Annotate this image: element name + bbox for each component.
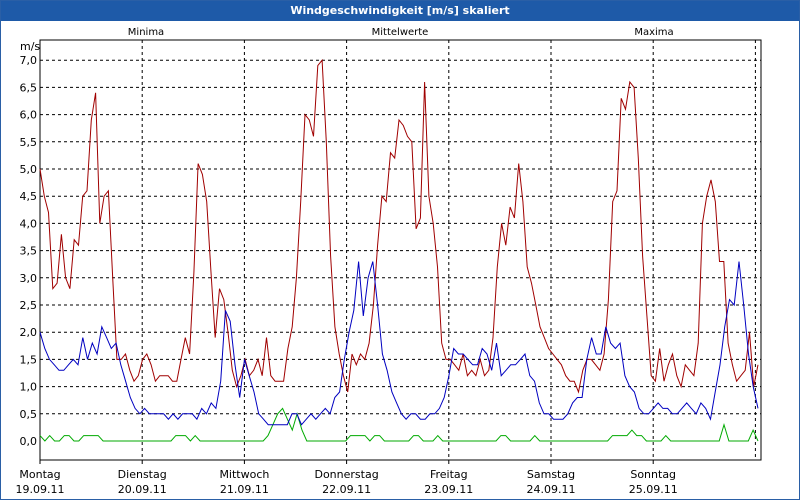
y-tick-label: 1,0 <box>20 381 38 394</box>
x-date-label: 22.09.11 <box>322 483 371 496</box>
x-date-label: 21.09.11 <box>220 483 269 496</box>
y-unit-label: m/s <box>20 40 40 53</box>
x-day-label: Donnerstag <box>314 468 378 481</box>
x-day-label: Sonntag <box>630 468 676 481</box>
series-line-maxima <box>39 58 759 394</box>
y-tick-label: 2,0 <box>20 326 38 339</box>
x-date-label: 20.09.11 <box>118 483 167 496</box>
x-date-label: 23.09.11 <box>424 483 473 496</box>
y-tick-label: 3,5 <box>20 245 38 258</box>
series-line-minima <box>39 407 759 442</box>
y-tick-label: 0,5 <box>20 408 38 421</box>
legend: Minima Mittelwerte Maxima <box>128 27 674 38</box>
y-tick-label: 4,5 <box>20 190 38 203</box>
y-tick-label: 6,0 <box>20 109 38 122</box>
x-axis-day-labels: Montag 19.09.11 Dienstag 20.09.11 Mittwoch 21… <box>16 468 678 496</box>
window-title: Windgeschwindigkeit [m/s] skaliert <box>1 1 799 21</box>
x-day-label: Mittwoch <box>219 468 269 481</box>
data-series <box>39 58 759 442</box>
x-day-label: Dienstag <box>118 468 167 481</box>
y-tick-label: 3,0 <box>20 272 38 285</box>
legend-mittelwerte: Mittelwerte <box>372 27 429 38</box>
grid <box>39 40 761 464</box>
y-tick-label: 6,5 <box>20 81 38 94</box>
series-line-mittelwerte <box>39 261 759 426</box>
y-axis-ticks: 0,0 0,5 1,0 1,5 2,0 2,5 3,0 3,5 4,0 4,5 5,0 5,5 6,0 6… <box>20 54 38 448</box>
y-tick-label: 5,0 <box>20 163 38 176</box>
y-tick-label: 0,0 <box>20 435 38 448</box>
y-tick-label: 2,5 <box>20 299 38 312</box>
x-date-label: 19.09.11 <box>16 483 65 496</box>
plot-area-border <box>39 39 762 461</box>
x-day-label: Samstag <box>527 468 575 481</box>
legend-maxima: Maxima <box>634 27 673 38</box>
x-date-label: 24.09.11 <box>527 483 576 496</box>
x-day-label: Montag <box>19 468 60 481</box>
legend-minima: Minima <box>128 27 164 38</box>
x-date-label: 25.09.11 <box>629 483 678 496</box>
y-tick-label: 4,0 <box>20 217 38 230</box>
y-tick-label: 1,5 <box>20 353 38 366</box>
y-tick-label: 7,0 <box>20 54 38 67</box>
x-day-label: Freitag <box>430 468 468 481</box>
y-tick-label: 5,5 <box>20 136 38 149</box>
